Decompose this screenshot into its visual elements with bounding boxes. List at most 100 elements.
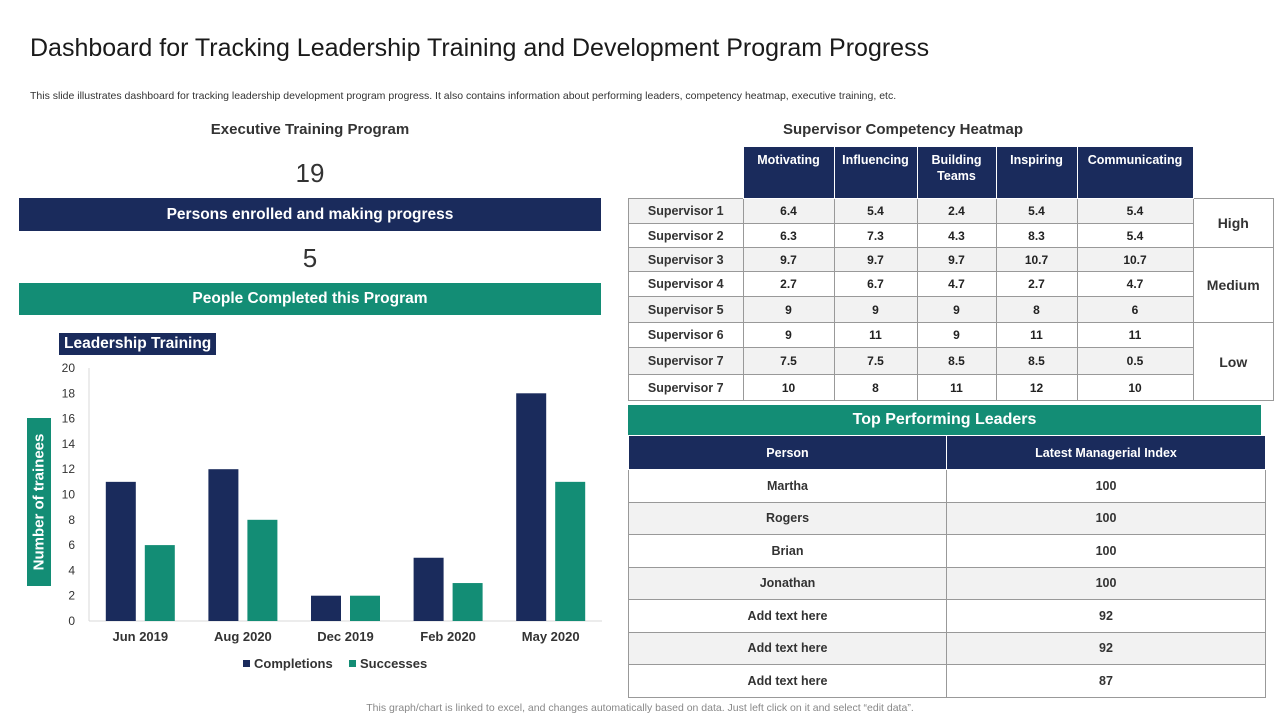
heatmap-cell: 11: [916, 374, 997, 401]
heatmap-row-label: Supervisor 7: [628, 374, 744, 401]
heatmap-row: Supervisor 6 9 11 9 11 11 Low: [628, 322, 1274, 401]
y-tick-label: 8: [68, 513, 75, 527]
y-axis-label-box: [27, 418, 51, 586]
heatmap-cell: 9: [916, 296, 997, 323]
heatmap-cell: 4.3: [916, 223, 997, 248]
heatmap-cell: 11: [995, 322, 1078, 348]
heatmap-row: Supervisor 7 7.5 7.5 8.5 8.5 0.5: [628, 347, 1274, 375]
heatmap-row-label: Supervisor 3: [628, 247, 744, 272]
completions-bar: [105, 481, 136, 621]
y-tick-label: 14: [62, 437, 76, 451]
heatmap-cell: 2.4: [916, 198, 997, 224]
leaders-col-header: Latest Managerial Index: [946, 435, 1266, 470]
heatmap-cell: 9.7: [742, 247, 835, 272]
successes-bar: [555, 481, 586, 621]
completions-bar: [311, 595, 341, 621]
heatmap-cell: 9.7: [833, 247, 918, 272]
heatmap-row-label: Supervisor 2: [628, 223, 744, 248]
leaders-row: Add text here 87: [628, 664, 1266, 698]
heatmap-cell: 12: [995, 374, 1078, 401]
leader-index: 87: [946, 664, 1266, 698]
leader-index: 100: [946, 469, 1266, 503]
heatmap-row-label: Supervisor 5: [628, 296, 744, 323]
heatmap-cell: 11: [833, 322, 918, 348]
heatmap-cell: 2.7: [742, 271, 835, 297]
leaders-row: Jonathan 100: [628, 566, 1266, 600]
heatmap-cell: 8.3: [995, 223, 1078, 248]
heatmap-row-label: Supervisor 6: [628, 322, 744, 348]
x-tick-label: Dec 2019: [317, 629, 373, 644]
page-title: Dashboard for Tracking Leadership Traini…: [30, 34, 930, 62]
leader-name: Brian: [628, 534, 947, 568]
heatmap-cell: 10.7: [995, 247, 1078, 272]
heatmap-cell: 5.4: [995, 198, 1078, 224]
heatmap-cell: 5.4: [1076, 198, 1194, 224]
heatmap-cell: 2.7: [995, 271, 1078, 297]
completed-count: 5: [302, 243, 318, 273]
leader-name: Jonathan: [628, 566, 947, 600]
leaders-row: Brian 100: [628, 534, 1266, 568]
successes-bar: [144, 545, 175, 621]
heatmap-cell: 6: [1076, 296, 1194, 323]
heatmap-cell: 6.4: [742, 198, 835, 224]
leaders-row: Add text here 92: [628, 631, 1266, 665]
x-tick-label: Feb 2020: [420, 629, 476, 644]
heatmap-col-header: Building Teams: [916, 146, 997, 199]
heatmap-level-label: Low: [1192, 322, 1274, 401]
completed-banner: People Completed this Program: [19, 283, 601, 315]
heatmap-col-header: Inspiring: [995, 146, 1078, 199]
completions-bar: [413, 557, 444, 621]
heatmap-heading: Supervisor Competency Heatmap: [782, 121, 1024, 138]
leader-name: Add text here: [628, 599, 947, 633]
heatmap-cell: 8: [995, 296, 1078, 323]
heatmap-cell: 9: [916, 322, 997, 348]
leader-index: 100: [946, 566, 1266, 600]
heatmap-row-label: Supervisor 4: [628, 271, 744, 297]
legend-label: Successes: [360, 656, 427, 671]
heatmap-header-row: Motivating Influencing Building Teams In…: [628, 146, 1274, 199]
y-tick-label: 16: [62, 412, 76, 426]
heatmap-cell: 8.5: [916, 347, 997, 375]
top-leaders-banner: Top Performing Leaders: [628, 405, 1261, 435]
heatmap-level-label: Medium: [1192, 247, 1274, 323]
legend-label: Completions: [254, 656, 333, 671]
x-tick-label: Jun 2019: [112, 629, 168, 644]
leader-index: 92: [946, 631, 1266, 665]
y-tick-label: 6: [68, 538, 75, 552]
enrolled-count: 19: [295, 158, 325, 188]
heatmap-cell: 8.5: [995, 347, 1078, 375]
heatmap-row: Supervisor 3 9.7 9.7 9.7 10.7 10.7 Medium: [628, 247, 1274, 323]
heatmap-cell: 5.4: [1076, 223, 1194, 248]
y-tick-label: 4: [68, 563, 75, 577]
heatmap-level-label: High: [1192, 198, 1274, 248]
successes-bar: [350, 595, 380, 621]
heatmap-cell: 10.7: [1076, 247, 1194, 272]
leaders-row: Martha 100: [628, 469, 1266, 503]
heatmap-cell: 0.5: [1076, 347, 1194, 375]
heatmap-cell: 6.3: [742, 223, 835, 248]
leader-index: 100: [946, 501, 1266, 535]
y-tick-label: 2: [68, 589, 75, 603]
heatmap-cell: 9.7: [916, 247, 997, 272]
heatmap-cell: 9: [742, 322, 835, 348]
leader-name: Add text here: [628, 631, 947, 665]
successes-bar: [452, 583, 483, 621]
leader-name: Martha: [628, 469, 947, 503]
heatmap-row: Supervisor 2 6.3 7.3 4.3 8.3 5.4: [628, 223, 1274, 248]
heatmap-cell: 8: [833, 374, 918, 401]
heatmap-col-header: Influencing: [833, 146, 918, 199]
y-tick-label: 20: [62, 361, 76, 375]
heatmap-cell: 7.5: [742, 347, 835, 375]
leaders-col-header: Person: [628, 435, 947, 470]
leaders-header-row: Person Latest Managerial Index: [628, 435, 1266, 470]
y-tick-label: 12: [62, 462, 76, 476]
heatmap-corner: [628, 146, 743, 199]
heatmap-cell: 9: [742, 296, 835, 323]
top-leaders-heading: Top Performing Leaders: [852, 411, 1037, 428]
y-tick-label: 0: [68, 614, 75, 628]
top-leaders-table: Person Latest Managerial Index Martha 100…: [628, 435, 1266, 698]
leaders-row: Add text here 92: [628, 599, 1266, 633]
heatmap-row: Supervisor 4 2.7 6.7 4.7 2.7 4.7: [628, 271, 1274, 297]
enrolled-banner: Persons enrolled and making progress: [19, 198, 601, 231]
